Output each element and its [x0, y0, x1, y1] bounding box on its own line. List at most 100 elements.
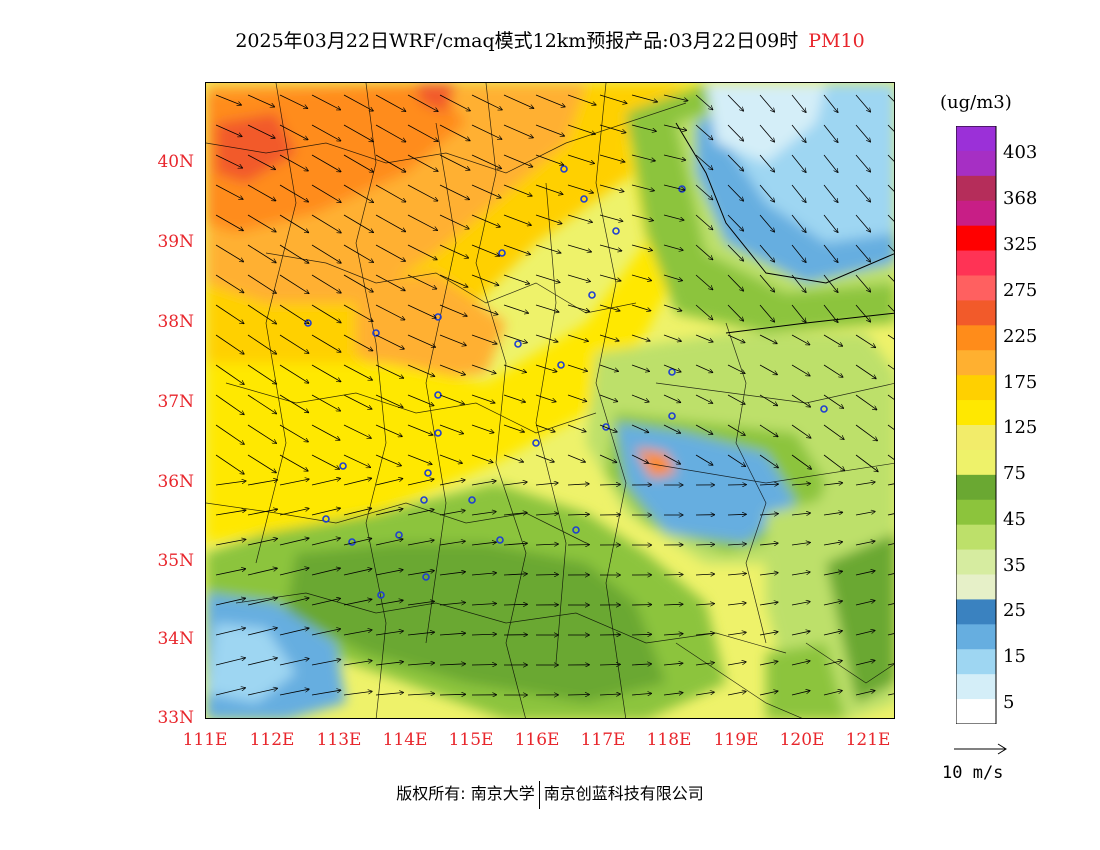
- wind-vector: [279, 538, 309, 546]
- wind-vector: [567, 94, 596, 105]
- map-panel: [205, 82, 895, 719]
- wind-vector: [311, 660, 340, 666]
- wind-vector: [855, 454, 878, 472]
- wind-vector: [695, 692, 714, 696]
- wind-vector: [247, 154, 275, 169]
- wind-vector: [567, 484, 589, 485]
- wind-vector: [695, 394, 712, 403]
- colorbar-units: (ug/m3): [940, 92, 1012, 113]
- wind-vector: [215, 244, 243, 262]
- title-variable: PM10: [808, 30, 865, 52]
- wind-vector: [215, 154, 242, 168]
- wind-vector: [279, 509, 309, 516]
- wind-vector: [375, 124, 406, 142]
- wind-vector: [343, 304, 373, 321]
- wind-vector: [631, 634, 651, 635]
- wind-vector: [311, 274, 341, 293]
- wind-vector: [631, 124, 656, 131]
- wind-vector: [215, 688, 245, 696]
- wind-vector: [631, 214, 653, 221]
- wind-vector: [759, 632, 778, 636]
- wind-vector: [215, 569, 245, 576]
- wind-vector: [311, 124, 341, 141]
- colorbar-cell: [956, 225, 996, 252]
- wind-vector: [791, 184, 806, 202]
- wind-vector: [311, 479, 340, 486]
- wind-vector: [247, 454, 276, 473]
- copyright-left: 版权所有: 南京大学: [396, 784, 535, 803]
- wind-vector: [311, 334, 341, 352]
- wind-vector: [407, 124, 438, 141]
- wind-vector: [567, 244, 591, 252]
- wind-vector: [823, 94, 838, 112]
- wind-vector: [663, 94, 688, 101]
- colorbar-label-275: 275: [1003, 280, 1038, 301]
- wind-vector: [535, 454, 554, 462]
- wind-vector: [887, 454, 894, 460]
- wind-vector: [535, 124, 564, 136]
- wind-vector: [471, 334, 497, 344]
- wind-vector: [535, 483, 558, 485]
- wind-vector: [759, 394, 777, 406]
- wind-vector: [407, 154, 438, 171]
- wind-vector: [343, 630, 372, 636]
- colorbar-cell: [956, 175, 996, 202]
- wind-vector: [599, 244, 622, 251]
- colorbar: [956, 126, 997, 724]
- vector-reference-arrow: [954, 743, 1007, 755]
- wind-vector: [503, 154, 532, 167]
- wind-vector: [599, 394, 617, 402]
- lon-label-115: 115E: [448, 730, 494, 750]
- wind-vector: [375, 364, 403, 378]
- wind-vector: [407, 510, 434, 516]
- copyright: 版权所有: 南京大学 南京创蓝科技有限公司: [0, 780, 1100, 809]
- wind-vector: [823, 334, 842, 346]
- colorbar-cell: [956, 400, 996, 426]
- wind-vector: [791, 661, 810, 666]
- colorbar-label-175: 175: [1003, 372, 1038, 393]
- colorbar-cell: [956, 126, 996, 152]
- wind-vector: [439, 334, 466, 345]
- wind-vector: [535, 184, 563, 194]
- wind-vector: [311, 538, 340, 546]
- wind-vector: [343, 94, 373, 111]
- wind-vector: [279, 124, 308, 140]
- lon-label-119: 119E: [713, 730, 759, 750]
- wind-vector: [695, 364, 713, 372]
- wind-vector: [439, 154, 470, 170]
- wind-vector: [247, 304, 276, 324]
- wind-vector: [759, 154, 774, 172]
- wind-vector: [471, 454, 493, 462]
- wind-vector: [759, 691, 778, 696]
- wind-vector: [663, 244, 683, 250]
- wind-vector: [567, 274, 590, 282]
- wind-vector: [887, 603, 894, 606]
- wind-vector: [439, 480, 465, 486]
- wind-vector: [759, 484, 778, 485]
- lat-label-37: 37N: [157, 392, 194, 412]
- colorbar-cell: [956, 250, 996, 276]
- wind-vector: [471, 665, 496, 666]
- wind-vector: [471, 604, 496, 606]
- wind-vector: [727, 603, 746, 605]
- wind-vector: [759, 364, 777, 375]
- wind-vector: [343, 334, 373, 351]
- wind-vector: [311, 690, 341, 696]
- colorbar-cell: [956, 599, 996, 625]
- wind-vector: [599, 214, 623, 221]
- colorbar-label-45: 45: [1003, 509, 1026, 530]
- wind-vector: [631, 184, 654, 191]
- wind-vector: [471, 124, 502, 139]
- wind-vector: [631, 664, 651, 665]
- wind-vector: [279, 598, 309, 606]
- colorbar-label-325: 325: [1003, 234, 1038, 255]
- colorbar-cell: [956, 350, 996, 376]
- wind-vector: [343, 274, 373, 292]
- wind-vector: [727, 124, 743, 141]
- lat-label-33: 33N: [157, 708, 194, 728]
- wind-vector: [407, 334, 435, 347]
- wind-vector: [695, 633, 714, 635]
- wind-vector: [567, 214, 592, 222]
- wind-vector: [695, 604, 714, 605]
- wind-vector: [663, 424, 680, 433]
